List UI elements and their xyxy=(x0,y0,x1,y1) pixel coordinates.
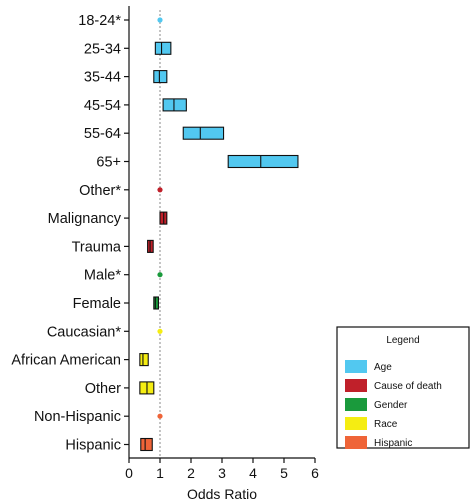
legend-label: Age xyxy=(374,362,392,373)
legend: Legend Age Cause of death Gender Race Hispan… xyxy=(336,326,470,449)
x-tick-label: 1 xyxy=(156,465,164,481)
category-label: Hispanic xyxy=(65,438,121,454)
reference-point xyxy=(157,328,163,334)
confidence-interval-box xyxy=(182,126,225,140)
x-tick-label: 3 xyxy=(218,465,226,481)
legend-swatch xyxy=(345,398,367,411)
x-axis-label: Odds Ratio xyxy=(187,486,257,502)
plot-area: 0 1 2 3 4 5 6 18-24* 25-34 35-44 45-54 55-64 65+ Othe… xyxy=(11,6,319,481)
category-label: 18-24* xyxy=(78,13,121,29)
reference-point xyxy=(157,272,163,278)
category-label: 55-64 xyxy=(84,126,121,142)
x-tick-label: 4 xyxy=(249,465,257,481)
category-label: Malignancy xyxy=(48,211,122,227)
legend-swatch xyxy=(345,417,367,430)
legend-title: Legend xyxy=(386,335,419,346)
category-label: Female xyxy=(73,296,121,312)
category-label: African American xyxy=(11,353,121,369)
legend-swatch xyxy=(345,436,367,449)
category-label: 25-34 xyxy=(84,41,121,57)
category-label: 35-44 xyxy=(84,70,121,86)
category-label: Trauma xyxy=(72,239,122,255)
confidence-interval-box xyxy=(153,296,160,310)
category-label: Caucasian* xyxy=(47,324,122,340)
confidence-interval-box xyxy=(154,41,172,55)
reference-point xyxy=(157,17,163,23)
legend-label: Gender xyxy=(374,400,408,411)
confidence-interval-box xyxy=(140,437,153,452)
x-tick-label: 6 xyxy=(311,465,319,481)
legend-label: Hispanic xyxy=(374,438,412,449)
x-tick-label: 0 xyxy=(125,465,133,481)
reference-point xyxy=(157,413,163,419)
confidence-interval-box xyxy=(139,353,149,367)
confidence-interval-box xyxy=(153,70,168,84)
category-label: Male* xyxy=(84,268,121,284)
category-label: 45-54 xyxy=(84,98,121,114)
legend-label: Race xyxy=(374,419,398,430)
x-tick-label: 2 xyxy=(187,465,195,481)
x-tick-label: 5 xyxy=(280,465,288,481)
category-label: Other xyxy=(85,381,121,397)
category-label: Non-Hispanic xyxy=(34,409,121,425)
category-label: 65+ xyxy=(96,155,121,171)
reference-point xyxy=(157,187,163,193)
legend-label: Cause of death xyxy=(374,381,442,392)
category-label: Other* xyxy=(79,183,121,199)
confidence-interval-box xyxy=(227,154,299,169)
legend-swatch xyxy=(345,379,367,392)
legend-swatch xyxy=(345,360,367,373)
confidence-interval-box xyxy=(162,98,187,112)
